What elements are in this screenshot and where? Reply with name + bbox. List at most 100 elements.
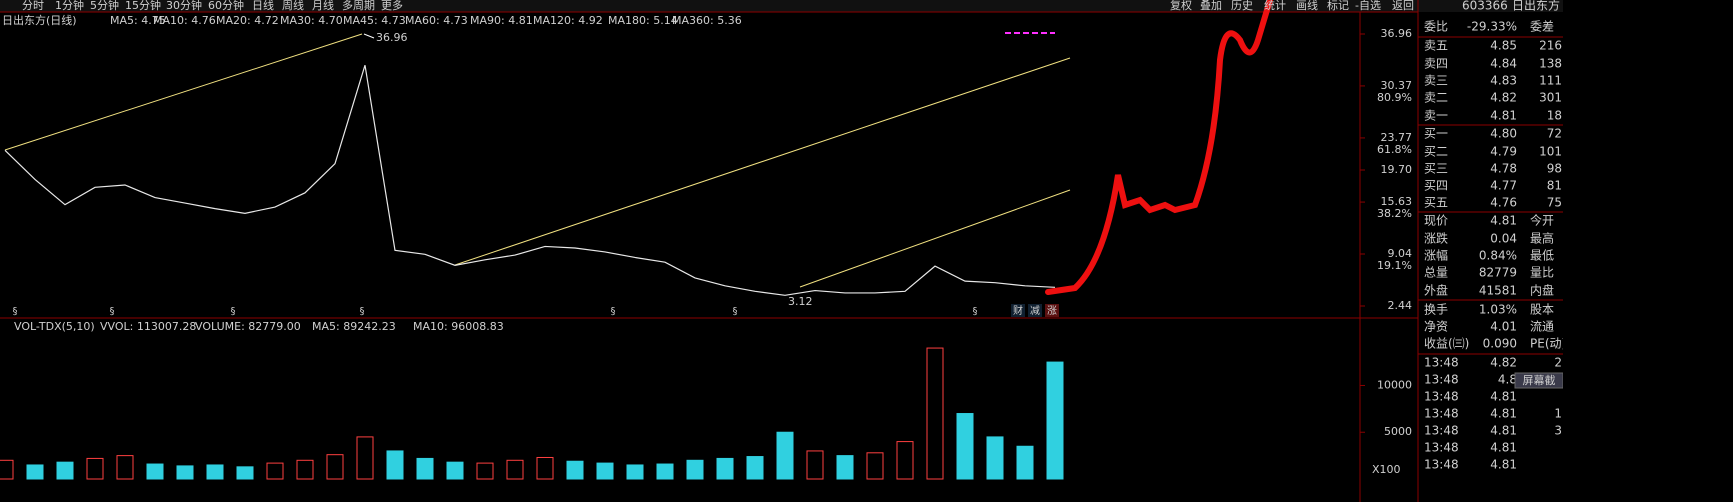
action-button[interactable]: 历史: [1231, 0, 1253, 12]
y-tick-label: 36.96: [1381, 27, 1413, 40]
book-price: 4.76: [1490, 196, 1517, 210]
volume-bar: [206, 464, 224, 480]
stat-label: PE(动): [1530, 337, 1566, 351]
period-tab[interactable]: 多周期: [342, 0, 375, 12]
period-tab[interactable]: 60分钟: [208, 0, 244, 12]
action-button[interactable]: 标记: [1327, 0, 1349, 12]
event-marker[interactable]: §: [611, 306, 616, 317]
ma-legend: MA5: 4.75: [110, 14, 166, 27]
ratio-label: 委差: [1530, 20, 1554, 34]
hand-drawn-line: [1045, 0, 1273, 295]
badge[interactable]: 减: [1030, 305, 1040, 317]
badge[interactable]: 财: [1013, 304, 1023, 317]
trade-price: 4.82: [1490, 356, 1517, 370]
price-line: [4, 65, 1056, 296]
stat-value: 41581: [1479, 284, 1517, 298]
trade-price: 4.81: [1490, 424, 1517, 438]
volume-bar: [26, 464, 44, 480]
stat-label: 内盘: [1530, 283, 1554, 298]
action-button[interactable]: 画线: [1296, 0, 1318, 12]
event-marker[interactable]: §: [360, 306, 365, 317]
book-volume: 216: [1539, 39, 1562, 53]
badge-bg: [1045, 304, 1059, 317]
ratio-label: 委比: [1424, 20, 1448, 34]
period-tab[interactable]: 15分钟: [125, 0, 161, 12]
book-label: 买五: [1424, 196, 1448, 210]
book-volume: 101: [1539, 145, 1562, 159]
period-tab[interactable]: 1分钟: [55, 0, 84, 12]
stat-label: 最低: [1530, 249, 1554, 263]
volume-bar: [626, 464, 644, 480]
event-marker[interactable]: §: [13, 306, 18, 317]
stock-code: 603366: [1462, 0, 1508, 13]
stat-label: 今开: [1530, 213, 1554, 228]
badge[interactable]: 涨: [1047, 305, 1057, 317]
trade-volume: 1: [1554, 407, 1562, 421]
period-tab[interactable]: 日线: [252, 0, 274, 12]
volume-bar: [416, 457, 434, 480]
action-button[interactable]: 统计: [1264, 0, 1286, 12]
book-price: 4.79: [1490, 145, 1517, 159]
stat-value: 82779: [1479, 266, 1517, 280]
volume-bar: [356, 436, 374, 480]
trade-price: 4.8: [1498, 373, 1517, 387]
trade-time: 13:48: [1424, 356, 1459, 370]
event-marker[interactable]: §: [973, 306, 978, 317]
volume-legend: VVOL: 113007.28: [100, 320, 196, 333]
period-tab[interactable]: 30分钟: [166, 0, 202, 12]
period-tab[interactable]: 5分钟: [90, 0, 119, 12]
trade-time: 13:48: [1424, 441, 1459, 455]
book-label: 卖五: [1424, 39, 1448, 53]
book-label: 买一: [1424, 127, 1448, 141]
event-marker[interactable]: §: [733, 306, 738, 317]
volume-bar: [176, 465, 194, 480]
ma-legend: MA90: 4.81: [470, 14, 533, 27]
action-button[interactable]: 返回: [1392, 0, 1414, 12]
volume-bar: [86, 457, 104, 480]
volume-tick-label: 10000: [1377, 378, 1412, 391]
volume-legend: VOLUME: 82779.00: [195, 320, 301, 333]
trend-line: [799, 189, 1071, 288]
event-marker[interactable]: §: [231, 306, 236, 317]
popup[interactable]: 屏幕截: [1523, 373, 1556, 387]
fib-tick-label: 80.9%: [1377, 91, 1412, 104]
volume-bar: [236, 466, 254, 480]
book-label: 卖一: [1424, 109, 1448, 123]
book-price: 4.84: [1490, 57, 1517, 71]
volume-bar: [716, 457, 734, 480]
book-price: 4.78: [1490, 162, 1517, 176]
period-tab[interactable]: 周线: [282, 0, 304, 12]
action-button[interactable]: 复权: [1170, 0, 1192, 12]
book-volume: 301: [1539, 91, 1562, 105]
trade-price: 4.81: [1490, 390, 1517, 404]
stat-label: 现价: [1424, 214, 1448, 228]
y-tick-label: 2.44: [1388, 299, 1413, 312]
volume-bar: [1046, 361, 1064, 480]
stat-value: 0.04: [1490, 232, 1517, 246]
book-label: 买三: [1424, 162, 1448, 176]
y-tick-label: 9.04: [1388, 247, 1413, 260]
book-volume: 75: [1547, 196, 1562, 210]
trade-time: 13:48: [1424, 373, 1459, 387]
book-price: 4.80: [1490, 127, 1517, 141]
period-tab[interactable]: 更多: [381, 0, 403, 12]
stat-label: 流通: [1530, 320, 1554, 334]
book-price: 4.81: [1490, 109, 1517, 123]
volume-bar: [896, 441, 914, 480]
period-tab[interactable]: 月线: [312, 0, 334, 12]
volume-bar: [686, 459, 704, 480]
y-tick-label: 30.37: [1381, 79, 1413, 92]
trend-line: [454, 57, 1071, 266]
fib-tick-label: 19.1%: [1377, 259, 1412, 272]
stat-label: 净资: [1424, 320, 1448, 334]
stat-label: 收益(㈢): [1424, 337, 1469, 351]
action-button[interactable]: 叠加: [1200, 0, 1222, 12]
event-marker[interactable]: §: [110, 306, 115, 317]
badge-bg: [1028, 304, 1042, 317]
period-tab[interactable]: 分时: [22, 0, 44, 12]
action-button[interactable]: -自选: [1355, 0, 1381, 12]
volume-bar: [446, 461, 464, 480]
stat-value: 4.01: [1490, 320, 1517, 334]
volume-bar: [326, 454, 344, 480]
